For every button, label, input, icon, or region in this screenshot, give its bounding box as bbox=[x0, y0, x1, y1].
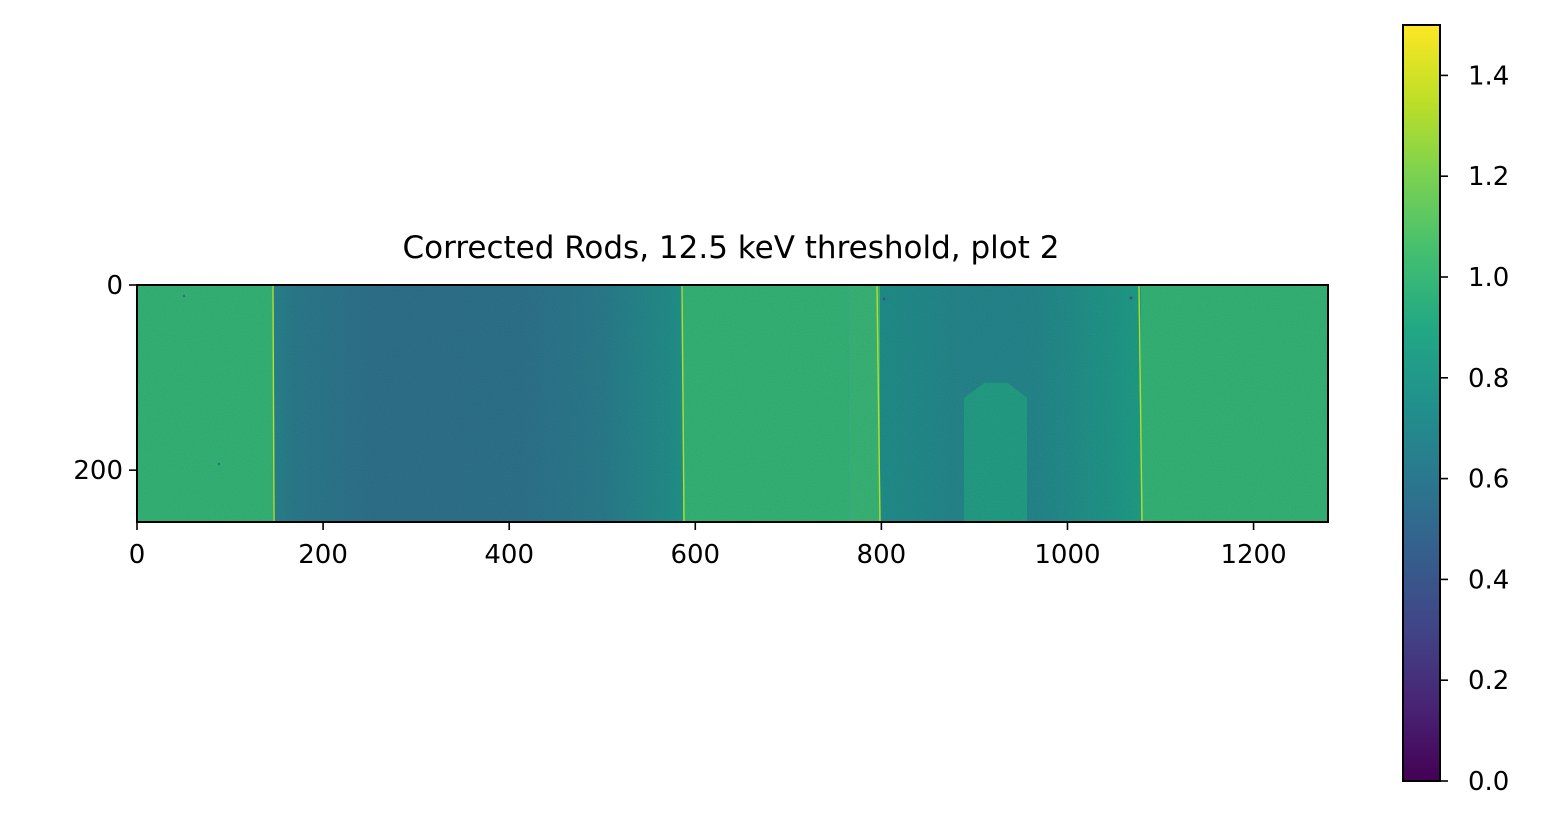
defect-pixel bbox=[1129, 296, 1133, 300]
colorbar-tick-label: 0.0 bbox=[1468, 767, 1509, 797]
colorbar-tick-label: 1.4 bbox=[1468, 61, 1509, 91]
x-tick-label: 600 bbox=[670, 540, 720, 570]
edge-line-2 bbox=[681, 284, 685, 523]
colorbar-tick-label: 0.6 bbox=[1468, 465, 1509, 495]
colorbar-tick-label: 0.2 bbox=[1468, 666, 1509, 696]
edge-line-1 bbox=[272, 284, 275, 523]
chart-title: Corrected Rods, 12.5 keV threshold, plot… bbox=[403, 230, 1060, 266]
x-tick-label: 400 bbox=[484, 540, 534, 570]
colorbar-gradient bbox=[1403, 25, 1440, 781]
x-tick-label: 200 bbox=[298, 540, 348, 570]
edge-line-4 bbox=[1138, 284, 1143, 523]
y-tick-label: 200 bbox=[73, 456, 123, 486]
colorbar-frame bbox=[1402, 24, 1441, 782]
colorbar-ticks: 0.0 0.2 0.4 0.6 0.8 1.0 1.2 1.4 bbox=[1440, 61, 1509, 797]
defect-pixel bbox=[183, 295, 185, 297]
plot-frame bbox=[136, 284, 1329, 523]
heatmap-image bbox=[136, 284, 1329, 523]
y-tick-label: 0 bbox=[106, 271, 123, 301]
defect-pixel bbox=[218, 463, 220, 465]
colorbar-tick-label: 1.2 bbox=[1468, 162, 1509, 192]
edge-line-5 bbox=[847, 284, 850, 523]
noise-overlay bbox=[137, 285, 1328, 522]
colorbar-tick-label: 1.0 bbox=[1468, 263, 1509, 293]
colorbar: 0.0 0.2 0.4 0.6 0.8 1.0 1.2 1.4 bbox=[1402, 24, 1509, 797]
x-tick-label: 1000 bbox=[1034, 540, 1100, 570]
edge-line-3 bbox=[876, 284, 881, 523]
x-tick-label: 0 bbox=[129, 540, 146, 570]
y-axis: 0 200 bbox=[73, 271, 137, 486]
defect-pixel bbox=[882, 297, 886, 301]
x-tick-label: 800 bbox=[857, 540, 907, 570]
colorbar-tick-label: 0.8 bbox=[1468, 364, 1509, 394]
colorbar-tick-label: 0.4 bbox=[1468, 565, 1509, 595]
x-tick-label: 1200 bbox=[1220, 540, 1286, 570]
x-axis: 0 200 400 600 800 1000 1200 bbox=[129, 522, 1287, 570]
